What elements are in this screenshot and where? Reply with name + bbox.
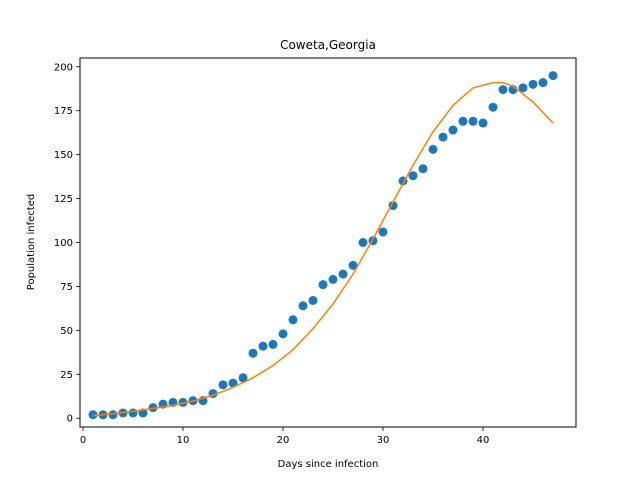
data-point bbox=[88, 410, 98, 420]
data-point bbox=[468, 116, 478, 126]
data-point bbox=[438, 132, 448, 142]
data-point bbox=[108, 410, 118, 420]
data-point bbox=[348, 260, 358, 270]
x-tick-label: 0 bbox=[80, 435, 86, 446]
data-point bbox=[488, 102, 498, 112]
y-tick-label: 75 bbox=[60, 282, 73, 293]
data-point bbox=[548, 71, 558, 81]
data-point bbox=[178, 397, 188, 407]
x-axis: 0 10 20 30 40 bbox=[80, 427, 490, 446]
data-point bbox=[378, 227, 388, 237]
data-point bbox=[518, 83, 528, 93]
fit-line bbox=[92, 81, 554, 417]
x-tick-label: 20 bbox=[277, 435, 290, 446]
data-point bbox=[248, 348, 258, 358]
data-point bbox=[278, 329, 288, 339]
y-tick-label: 25 bbox=[60, 370, 73, 381]
x-tick-label: 10 bbox=[177, 435, 190, 446]
data-point bbox=[338, 269, 348, 279]
plot-area bbox=[88, 71, 558, 420]
data-point bbox=[128, 408, 138, 418]
data-point bbox=[318, 280, 328, 290]
data-point bbox=[328, 274, 338, 284]
y-tick-label: 150 bbox=[54, 150, 73, 161]
data-point bbox=[418, 164, 428, 174]
x-tick-label: 30 bbox=[377, 435, 390, 446]
data-point bbox=[268, 339, 278, 349]
y-tick-label: 100 bbox=[54, 238, 73, 249]
data-point bbox=[428, 144, 438, 154]
y-tick-label: 175 bbox=[54, 106, 73, 117]
data-point bbox=[228, 378, 238, 388]
chart-title: Coweta,Georgia bbox=[280, 38, 376, 52]
data-point bbox=[238, 373, 248, 383]
data-point bbox=[218, 380, 228, 390]
y-tick-label: 200 bbox=[54, 62, 73, 73]
data-point bbox=[148, 403, 158, 413]
y-tick-label: 50 bbox=[60, 326, 73, 337]
data-point bbox=[358, 238, 368, 247]
x-axis-label: Days since infection bbox=[278, 459, 379, 470]
data-point bbox=[288, 315, 298, 325]
data-point bbox=[478, 118, 488, 128]
x-tick-label: 40 bbox=[477, 435, 490, 446]
y-tick-label: 125 bbox=[54, 194, 73, 205]
data-point bbox=[308, 295, 318, 305]
data-point bbox=[388, 201, 398, 211]
data-point bbox=[448, 125, 458, 135]
data-point bbox=[298, 301, 308, 311]
data-point bbox=[528, 79, 538, 89]
y-axis-label: Population infected bbox=[26, 194, 37, 290]
data-point bbox=[408, 171, 418, 181]
y-tick-label: 0 bbox=[67, 414, 73, 425]
data-point bbox=[498, 85, 508, 95]
y-axis: 0 25 50 75 100 125 150 175 200 bbox=[54, 62, 80, 425]
data-point bbox=[258, 341, 268, 351]
data-point bbox=[538, 78, 548, 88]
data-point bbox=[458, 116, 468, 126]
